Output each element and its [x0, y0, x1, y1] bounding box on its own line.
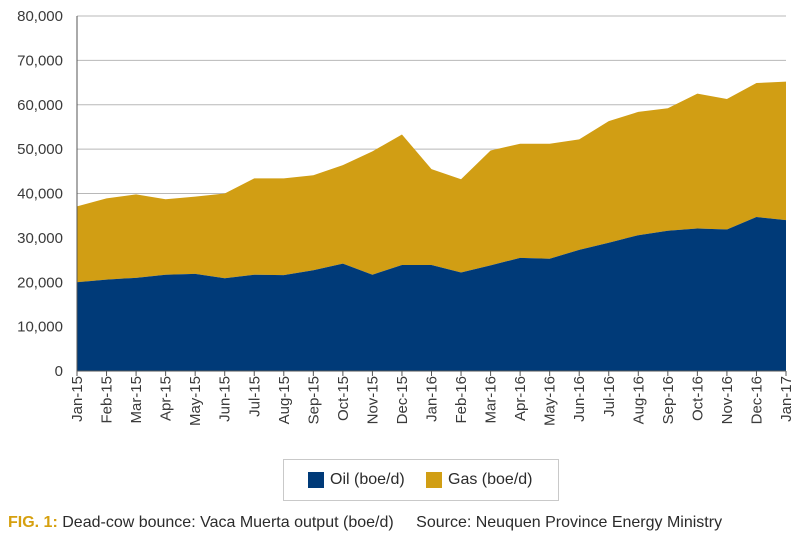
figure-label: FIG. 1:	[8, 514, 58, 531]
series-area-oil	[77, 217, 786, 371]
x-tick-label: Sep-15	[305, 376, 322, 424]
series-area-gas	[77, 81, 786, 283]
x-tick-label: Oct-15	[335, 376, 352, 421]
y-tick-labels: 0 10,000 20,000 30,000 40,000 50,000 60,000 70,…	[17, 8, 63, 380]
y-tick-label: 70,000	[17, 52, 63, 69]
y-tick-label: 0	[55, 363, 63, 380]
x-tick-label: Feb-15	[99, 376, 116, 424]
x-tick-label: Jun-15	[217, 376, 234, 422]
caption-source: Source: Neuquen Province Energy Ministry	[416, 514, 723, 531]
legend-item-gas: Gas (boe/d)	[426, 471, 532, 489]
legend: Oil (boe/d) Gas (boe/d)	[283, 459, 559, 501]
x-tick-label: Dec-15	[394, 376, 411, 424]
x-tick-label: Jul-16	[601, 376, 618, 417]
legend-label-gas: Gas (boe/d)	[448, 471, 533, 488]
caption-text: Dead-cow bounce: Vaca Muerta output (boe…	[62, 514, 394, 531]
legend-item-oil: Oil (boe/d)	[308, 471, 405, 489]
x-tick-label: May-16	[542, 376, 559, 426]
x-tick-label: Mar-16	[483, 376, 500, 424]
x-tick-labels: Jan-15 Feb-15 Mar-15 Apr-15 May-15 Jun-15 Jul-…	[69, 376, 795, 426]
axes	[76, 16, 787, 376]
y-tick-label: 50,000	[17, 141, 63, 158]
x-tick-label: Apr-15	[158, 376, 175, 421]
x-tick-label: Dec-16	[748, 376, 765, 424]
x-tick-label: Sep-16	[660, 376, 677, 424]
y-tick-label: 30,000	[17, 230, 63, 247]
y-tick-label: 10,000	[17, 319, 63, 336]
x-tick-label: Apr-16	[512, 376, 529, 421]
y-tick-label: 20,000	[17, 274, 63, 291]
x-tick-label: Aug-16	[630, 376, 647, 424]
y-tick-label: 60,000	[17, 97, 63, 114]
y-tick-label: 80,000	[17, 8, 63, 25]
x-tick-label: Aug-15	[276, 376, 293, 424]
x-tick-label: Feb-16	[453, 376, 470, 424]
x-tick-label: Nov-16	[719, 376, 736, 424]
x-tick-label: Oct-16	[689, 376, 706, 421]
x-tick-label: Jan-16	[424, 376, 441, 422]
x-tick-label: Mar-15	[128, 376, 145, 424]
x-tick-label: Nov-15	[364, 376, 381, 424]
legend-swatch-gas	[426, 472, 442, 488]
y-tick-label: 40,000	[17, 186, 63, 203]
x-tick-label: Jun-16	[571, 376, 588, 422]
x-tick-label: Jan-15	[69, 376, 86, 422]
plot-areas	[77, 81, 786, 371]
legend-label-oil: Oil (boe/d)	[330, 471, 405, 488]
x-tick-label: Jul-15	[246, 376, 263, 417]
figure-caption: FIG. 1: Dead-cow bounce: Vaca Muerta out…	[8, 514, 798, 532]
legend-swatch-oil	[308, 472, 324, 488]
x-tick-label: Jan-17	[778, 376, 795, 422]
x-tick-label: May-15	[187, 376, 204, 426]
